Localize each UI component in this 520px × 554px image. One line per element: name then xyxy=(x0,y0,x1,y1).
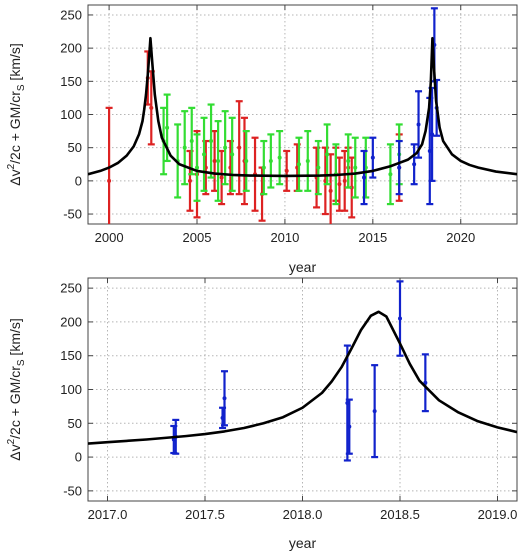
data-point xyxy=(212,158,217,163)
y-tick-label: 250 xyxy=(60,281,82,296)
data-point xyxy=(223,145,228,150)
y-tick-label: 0 xyxy=(75,450,82,465)
data-point xyxy=(149,105,154,110)
data-point xyxy=(316,165,321,170)
data-point xyxy=(187,178,192,183)
data-point xyxy=(337,182,342,187)
data-point xyxy=(182,145,187,150)
data-point xyxy=(107,178,112,183)
y-tick-label: 100 xyxy=(60,107,82,122)
y-tick-label: 200 xyxy=(60,41,82,56)
data-point xyxy=(237,145,242,150)
y-tick-label: 50 xyxy=(68,416,82,431)
data-point xyxy=(261,165,266,170)
data-point xyxy=(165,125,170,130)
y-tick-label: 150 xyxy=(60,348,82,363)
data-point xyxy=(388,172,393,177)
x-tick-label: 2017.0 xyxy=(88,507,128,522)
x-tick-label: 2017.5 xyxy=(185,507,225,522)
y-tick-label: 200 xyxy=(60,314,82,329)
data-point xyxy=(284,168,289,173)
data-point xyxy=(398,316,402,321)
x-tick-label: 2010 xyxy=(270,230,299,245)
model-curve xyxy=(88,36,517,178)
chart-top: 2000 2005 2010 2015 2020 -50 0 50 100 150 200 250 ye… xyxy=(6,4,518,275)
data-point xyxy=(416,122,421,127)
data-point xyxy=(328,188,333,193)
x-tick-label: 2015 xyxy=(358,230,387,245)
x-axis-title: year xyxy=(289,535,317,551)
y-tick-label: 150 xyxy=(60,74,82,89)
data-point xyxy=(195,165,200,170)
y-tick-label: -50 xyxy=(63,207,82,222)
data-point xyxy=(216,158,221,163)
data-point xyxy=(423,380,428,385)
y-tick-label: -50 xyxy=(63,483,82,498)
data-point xyxy=(412,162,417,167)
x-tick-label: 2020 xyxy=(446,230,475,245)
y-tick-label: 250 xyxy=(60,7,82,22)
x-tick-label: 2000 xyxy=(95,230,124,245)
data-point xyxy=(277,155,282,160)
x-axis-title: year xyxy=(289,259,317,275)
x-tick-label: 2018.0 xyxy=(283,507,323,522)
data-point xyxy=(353,165,358,170)
data-point xyxy=(347,424,352,429)
plot-area xyxy=(88,7,517,224)
data-point xyxy=(296,162,301,167)
y-axis-title: Δv2/2c + GM/crS [km/s] xyxy=(6,43,27,186)
data-point xyxy=(202,152,207,157)
data-point xyxy=(372,409,377,414)
y-axis-title: Δv2/2c + GM/crS [km/s] xyxy=(6,318,27,461)
data-point xyxy=(430,132,435,137)
data-point xyxy=(342,178,347,183)
data-point xyxy=(219,175,224,180)
data-point xyxy=(209,139,214,144)
y-tick-label: 0 xyxy=(75,173,82,188)
x-tick-label: 2018.5 xyxy=(380,507,420,522)
data-point xyxy=(230,152,235,157)
data-point xyxy=(244,158,249,163)
data-point xyxy=(397,165,402,170)
y-tick-label: 50 xyxy=(68,140,82,155)
data-point xyxy=(427,149,432,153)
plot-area xyxy=(88,280,517,462)
data-point xyxy=(346,158,351,163)
data-point xyxy=(268,158,273,163)
model-curve xyxy=(88,310,517,445)
data-point xyxy=(362,175,367,180)
data-point xyxy=(370,155,375,160)
x-tick-label: 2005 xyxy=(183,230,212,245)
data-point xyxy=(222,396,227,401)
data-point xyxy=(325,152,330,157)
data-point xyxy=(305,158,310,163)
x-tick-label: 2019.0 xyxy=(478,507,518,522)
data-point xyxy=(189,139,194,144)
chart-bottom: 2017.0 2017.5 2018.0 2018.5 2019.0 -50 0 50 100 1… xyxy=(6,277,518,551)
y-tick-label: 100 xyxy=(60,382,82,397)
